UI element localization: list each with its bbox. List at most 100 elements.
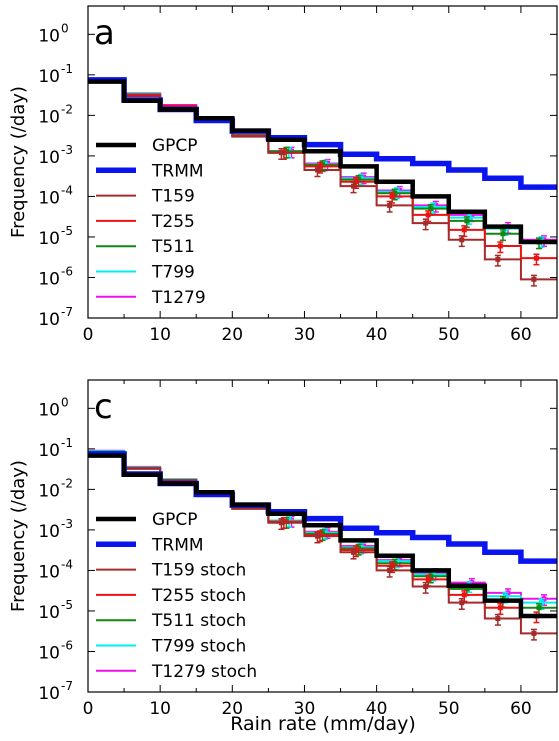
y-tick-exponent: -3 — [61, 517, 73, 531]
y-tick-label: 10 — [38, 188, 60, 208]
x-tick-label: 40 — [366, 325, 388, 345]
y-tick-label: 10 — [38, 522, 60, 542]
series-line-gpcp — [88, 453, 557, 619]
error-bar — [422, 581, 429, 594]
y-tick-label: 10 — [38, 310, 60, 330]
legend-item: TRMM — [96, 535, 204, 555]
y-tick-label: 10 — [38, 603, 60, 623]
y-tick-label: 10 — [38, 562, 60, 582]
y-tick-exponent: -5 — [61, 224, 73, 238]
error-bar — [278, 518, 285, 531]
error-bar — [386, 200, 393, 213]
y-tick-label: 10 — [38, 229, 60, 249]
y-tick-label: 10 — [38, 441, 60, 461]
legend-label: GPCP — [152, 136, 198, 156]
y-tick-label: 10 — [38, 684, 60, 704]
x-axis-label: Rain rate (mm/day) — [230, 713, 416, 735]
error-bar — [458, 598, 465, 610]
x-tick-label: 10 — [149, 325, 171, 345]
legend: GPCP TRMM T159 T255 T511 T799 T1279 — [96, 136, 206, 308]
error-bar — [499, 229, 506, 242]
y-tick-label: 10 — [38, 26, 60, 46]
legend-item: T799 — [96, 263, 195, 283]
axes-frame — [87, 5, 558, 319]
x-tick-label: 30 — [294, 699, 316, 719]
y-tick-label: 10 — [38, 148, 60, 168]
error-bar — [350, 547, 357, 560]
x-tick-label: 50 — [438, 699, 460, 719]
x-tick-label: 10 — [149, 699, 171, 719]
y-axis-label: Frequency (/day) — [8, 86, 29, 238]
y-tick-exponent: -7 — [61, 305, 73, 319]
error-bar — [314, 165, 321, 178]
error-bar — [386, 565, 393, 578]
error-bar — [314, 531, 321, 544]
series-group — [88, 77, 557, 287]
legend-label: TRMM — [151, 161, 204, 181]
x-tick-label: 0 — [83, 325, 94, 345]
legend-label: T511 stoch — [151, 611, 246, 631]
legend-item: T511 — [96, 237, 195, 257]
legend-label: T255 — [151, 212, 195, 232]
legend-item: T1279 — [96, 288, 206, 308]
legend-label: T1279 stoch — [151, 662, 257, 682]
y-tick-exponent: 0 — [61, 21, 69, 35]
legend-item: T159 stoch — [96, 561, 246, 581]
y-tick-label: 10 — [38, 643, 60, 663]
error-bar — [494, 254, 501, 267]
x-tick-label: 60 — [510, 325, 532, 345]
y-tick-label: 10 — [38, 400, 60, 420]
y-tick-exponent: -1 — [61, 436, 73, 450]
y-tick-exponent: -6 — [61, 264, 73, 278]
series-line-gpcp — [88, 79, 557, 245]
x-tick-label: 30 — [294, 325, 316, 345]
y-tick-exponent: -3 — [61, 143, 73, 157]
y-tick-label: 10 — [38, 481, 60, 501]
legend-item: GPCP — [96, 510, 198, 530]
y-axis-label: Frequency (/day) — [8, 460, 29, 612]
panel-letter: c — [94, 387, 113, 427]
series-line-t255-stoch — [88, 451, 557, 618]
x-tick-label: 0 — [83, 699, 94, 719]
axes-frame — [87, 379, 558, 693]
series-line-t255 — [88, 79, 557, 260]
legend-label: T799 — [151, 263, 195, 283]
legend-item: GPCP — [96, 136, 198, 156]
y-tick-label: 10 — [38, 269, 60, 289]
y-tick-exponent: -2 — [61, 476, 73, 490]
y-tick-exponent: -1 — [61, 62, 73, 76]
error-bar — [497, 241, 504, 254]
error-bar — [530, 628, 537, 641]
legend-item: T255 stoch — [96, 586, 246, 606]
legend-label: T159 — [151, 187, 195, 207]
error-bar — [278, 148, 285, 160]
y-tick-exponent: -4 — [61, 183, 73, 197]
y-tick-exponent: -7 — [61, 679, 73, 693]
legend-label: TRMM — [151, 535, 204, 555]
x-tick-label: 40 — [366, 699, 388, 719]
error-bar — [350, 181, 357, 194]
x-tick-label: 50 — [438, 325, 460, 345]
legend-label: T159 stoch — [151, 561, 246, 581]
legend-label: T1279 — [151, 288, 206, 308]
error-bar — [422, 218, 429, 231]
y-tick-label: 10 — [38, 107, 60, 127]
legend-label: T255 stoch — [151, 586, 246, 606]
x-tick-label: 60 — [510, 699, 532, 719]
legend-label: T511 — [151, 237, 195, 257]
panel-letter: a — [94, 13, 115, 53]
error-bar — [533, 253, 540, 266]
y-tick-exponent: 0 — [61, 395, 69, 409]
legend-label: T799 stoch — [151, 637, 246, 657]
x-tick-label: 20 — [221, 325, 243, 345]
y-tick-exponent: -2 — [61, 102, 73, 116]
legend-item: T511 stoch — [96, 611, 246, 631]
legend-item: T255 — [96, 212, 195, 232]
y-tick-exponent: -4 — [61, 557, 73, 571]
legend-item: TRMM — [96, 161, 204, 181]
legend: GPCP TRMM T159 stoch T255 stoch T511 stoch T7… — [96, 510, 257, 682]
